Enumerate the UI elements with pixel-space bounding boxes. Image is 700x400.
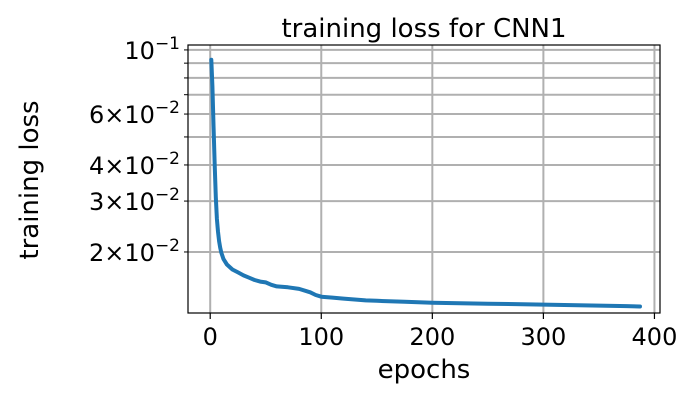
x-axis-label: epochs bbox=[378, 355, 471, 385]
x-tick-label: 100 bbox=[298, 323, 344, 351]
chart-title: training loss for CNN1 bbox=[281, 14, 566, 44]
grid bbox=[188, 45, 660, 313]
y-tick-label: 3×10−2 bbox=[89, 185, 180, 216]
y-axis-label: training loss bbox=[15, 100, 45, 259]
ticks: 0 100 200 300 400 10−1 6×10−2 4×10−2 3×10−2 2×10−… bbox=[89, 34, 677, 351]
x-tick-label: 0 bbox=[203, 323, 218, 351]
x-tick-label: 200 bbox=[409, 323, 455, 351]
y-tick-label: 10−1 bbox=[124, 34, 180, 65]
plot-frame bbox=[187, 44, 661, 314]
y-tick-label: 2×10−2 bbox=[89, 236, 180, 267]
y-tick-label: 6×10−2 bbox=[89, 98, 180, 129]
series bbox=[209, 57, 642, 309]
x-tick-label: 300 bbox=[520, 323, 566, 351]
x-tick-label: 400 bbox=[632, 323, 678, 351]
series-line bbox=[209, 57, 642, 309]
y-tick-label: 4×10−2 bbox=[89, 149, 180, 180]
